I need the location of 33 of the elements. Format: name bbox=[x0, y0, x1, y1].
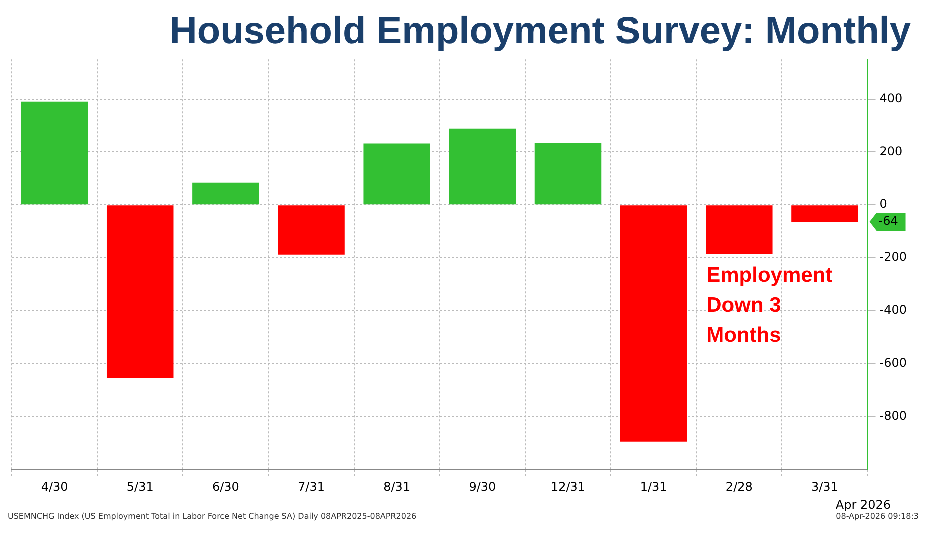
y-tick-label: 0 bbox=[880, 197, 888, 212]
bar bbox=[278, 206, 345, 255]
x-tick-label: 4/30 bbox=[41, 480, 68, 494]
y-tick-label: -400 bbox=[880, 303, 907, 318]
bar bbox=[21, 102, 88, 205]
x-tick-label: 12/31 bbox=[550, 480, 586, 494]
bar bbox=[620, 206, 688, 442]
x-tick-label: 1/31 bbox=[640, 480, 668, 494]
text: Apr 2026 bbox=[834, 498, 892, 512]
annotation: Employment Down 3 Months bbox=[706, 264, 833, 348]
y-tick-label: 200 bbox=[880, 144, 903, 158]
bar bbox=[534, 143, 602, 205]
bar bbox=[192, 182, 260, 205]
x-tick-label: 8/31 bbox=[384, 480, 411, 494]
chart-title: Household Employment Survey: Monthly bbox=[170, 10, 911, 52]
x-tick-label: 6/30 bbox=[212, 480, 240, 494]
y-tick-label: -800 bbox=[880, 408, 907, 423]
bar bbox=[792, 206, 858, 222]
y-tick-label: -600 bbox=[880, 356, 907, 370]
bar bbox=[706, 206, 773, 254]
x-tick-label: 5/31 bbox=[126, 480, 154, 494]
x-tick-label: 9/30 bbox=[469, 480, 496, 494]
text: 08-Apr-2026 09:18:3 bbox=[836, 512, 919, 521]
x-tick-label: 2/28 bbox=[726, 480, 753, 494]
text: USEMNCHG Index (US Employment Total in Labor Force Net Change SA) Daily 08APR2025-08APR2026 bbox=[8, 512, 417, 521]
y-tick-label: 400 bbox=[880, 91, 903, 106]
bar bbox=[364, 144, 430, 205]
x-tick-label: 7/31 bbox=[298, 480, 325, 494]
bar bbox=[449, 128, 516, 205]
x-tick-label: 3/31 bbox=[812, 480, 838, 494]
text: -64 bbox=[878, 214, 898, 228]
bar bbox=[106, 206, 174, 378]
y-tick-label: -200 bbox=[880, 250, 907, 264]
